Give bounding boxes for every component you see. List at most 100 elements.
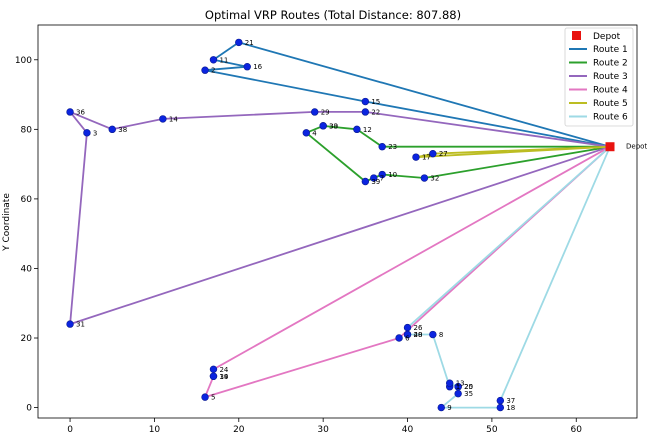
node-label: 27: [439, 150, 448, 158]
node-label: 31: [76, 321, 85, 329]
customer-node: [395, 334, 403, 342]
y-axis-label: Y Coordinate: [2, 193, 12, 252]
customer-node: [412, 153, 420, 161]
node-label: 33: [329, 122, 338, 130]
node-label: 25: [464, 383, 473, 391]
node-label: 15: [371, 98, 380, 106]
legend-label-1: Route 1: [593, 45, 628, 55]
customer-node: [243, 63, 251, 71]
node-label: 23: [388, 143, 397, 151]
node-label: 36: [76, 108, 85, 116]
customer-node: [201, 393, 209, 401]
node-label: 28: [414, 331, 423, 339]
node-label: 7: [380, 175, 384, 183]
node-label: 10: [388, 171, 397, 179]
node-label: 11: [219, 56, 228, 64]
legend: Depot Route 1 Route 2 Route 3 Route 4 Route …: [564, 27, 634, 127]
node-label: 40: [414, 331, 423, 339]
node-label: 3: [93, 129, 97, 137]
node-label: 14: [169, 115, 178, 123]
node-label: 30: [329, 122, 338, 130]
customer-node: [209, 56, 218, 64]
node-label: 12: [363, 126, 372, 134]
customer-node: [66, 320, 74, 328]
customer-node: [361, 177, 370, 186]
customer-node: [209, 365, 218, 374]
node-label: 17: [422, 154, 431, 162]
node-label: 26: [414, 324, 423, 332]
legend-label-2: Route 2: [593, 59, 628, 69]
node-label: 24: [219, 366, 228, 374]
legend-label-6: Route 6: [593, 113, 628, 123]
node-label: 6: [405, 335, 410, 343]
customer-node: [496, 396, 505, 405]
customer-node: [370, 174, 378, 182]
customer-node: [108, 125, 116, 134]
customer-node: [66, 108, 74, 116]
route-line-2: [305, 125, 611, 183]
node-label: 13: [456, 380, 465, 388]
customer-node: [235, 38, 243, 47]
route-lines: [69, 41, 611, 409]
node-label: 29: [321, 108, 330, 116]
node-label: 2: [211, 67, 215, 75]
customer-node: [159, 115, 167, 123]
customer-node: [83, 129, 91, 137]
customer-node: [403, 323, 412, 332]
x-tick-label: 50: [486, 425, 498, 435]
node-label: 32: [430, 175, 439, 183]
customer-node: [201, 66, 209, 74]
customer-node: [209, 372, 218, 380]
x-tick-label: 0: [67, 425, 73, 435]
customer-nodes: [66, 38, 615, 412]
customer-node: [378, 143, 386, 151]
y-tick-label: 100: [15, 56, 32, 66]
route-line-1: [204, 41, 611, 148]
axis-ticks: 0 10 20 30 40 50 60 0 20 40 60 80 100: [15, 56, 582, 435]
route-line-4: [204, 145, 611, 399]
route-line-6: [406, 146, 611, 409]
node-label: 38: [118, 126, 127, 134]
legend-box: [564, 27, 634, 127]
node-label: 5: [211, 394, 215, 402]
legend-label-3: Route 3: [593, 72, 628, 82]
plot-border: [37, 24, 638, 419]
legend-depot-marker: [572, 31, 581, 40]
node-labels: 123 4567891011121314151617181920212223242…: [76, 39, 647, 412]
legend-label-4: Route 4: [593, 86, 628, 96]
node-label: 18: [506, 404, 515, 412]
customer-node: [429, 149, 437, 158]
customer-node: [378, 170, 386, 179]
y-tick-label: 0: [26, 404, 32, 414]
customer-node: [311, 108, 319, 116]
customer-node: [420, 174, 429, 182]
node-label: 8: [439, 331, 443, 339]
node-label: 35: [464, 390, 473, 398]
customer-node: [302, 129, 310, 137]
route-line-5: [415, 145, 611, 159]
node-label: 37: [506, 397, 515, 405]
node-label: 39: [371, 178, 380, 186]
customer-node: [437, 403, 445, 412]
x-tick-label: 20: [233, 425, 245, 435]
customer-node: [454, 389, 462, 398]
node-label: 9: [447, 404, 451, 412]
customer-node: [403, 330, 412, 339]
legend-label-5: Route 5: [593, 99, 628, 109]
x-tick-label: 10: [149, 425, 161, 435]
x-tick-label: 30: [317, 425, 329, 435]
chart-title: Optimal VRP Routes (Total Distance: 807.…: [205, 8, 461, 22]
depot-marker: [605, 142, 615, 152]
node-label: 4: [312, 129, 317, 137]
legend-depot-label: Depot: [593, 32, 621, 42]
node-label: 1: [456, 383, 460, 391]
node-label: 19: [219, 373, 228, 381]
node-label: 21: [245, 39, 254, 47]
x-tick-label: 60: [571, 425, 583, 435]
node-label: 34: [219, 373, 228, 381]
y-tick-label: 40: [21, 264, 33, 274]
y-tick-label: 60: [21, 195, 33, 205]
node-label: 22: [371, 108, 380, 116]
customer-node: [446, 379, 454, 387]
